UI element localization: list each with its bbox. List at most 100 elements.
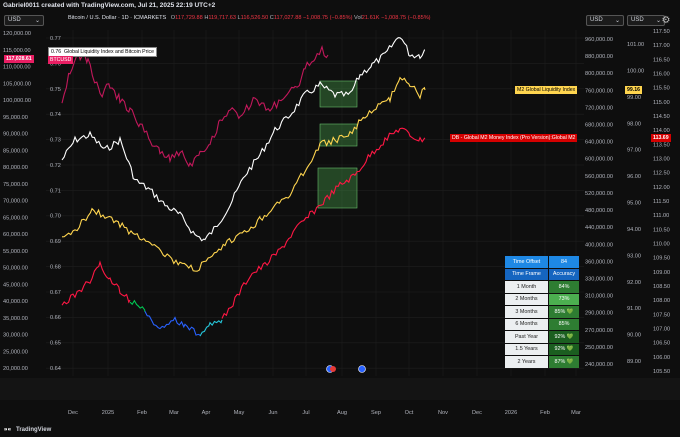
currency-label: USD — [8, 17, 21, 23]
ax-lb-tick: 116.00 — [653, 72, 670, 78]
currency-select-right[interactable]: USD ⌄ — [627, 15, 665, 26]
ax-lb-tick: 106.00 — [653, 355, 670, 361]
ax-la-tick: 92.00 — [627, 280, 641, 286]
currency-label: USD — [590, 17, 603, 23]
ax-lb-tick: 115.50 — [653, 86, 670, 92]
volume-value: 21.61K — [361, 15, 380, 21]
btc-shifted-line — [61, 45, 329, 168]
time-axis-band — [0, 378, 680, 400]
ax-la-tick: 89.00 — [627, 359, 641, 365]
time-offset-row: Time Offset 84 — [505, 256, 579, 268]
table-row: 2 Years 87% 💚 — [505, 356, 579, 368]
ax-lb-tick: 114.50 — [653, 114, 670, 120]
ax-btc-tick: 25,000.00 — [3, 349, 28, 355]
ax-la-tick: 90.00 — [627, 333, 641, 339]
table-body: 1 Month 84% 2 Months 73% 3 Months 85% 💚 6 Mont… — [505, 281, 579, 368]
chevron-down-icon: ⌄ — [655, 18, 661, 24]
ax-lb-tick: 112.00 — [653, 185, 670, 191]
ax-lb-tick: 113.50 — [653, 142, 670, 148]
chart-header-title: Gabriel0011 created with TradingView.com… — [3, 2, 216, 9]
ax-la-tick: 95.00 — [627, 201, 641, 207]
month-tick: Dec — [472, 410, 482, 416]
ax-btc-tick: 40,000.00 — [3, 299, 28, 305]
ax-m2-tick: 680,000.00 — [585, 123, 613, 129]
table-row: 1 Month 84% — [505, 281, 579, 293]
ax-btc-tick: 90,000.00 — [3, 132, 28, 138]
ax-la-tick: 97.00 — [627, 148, 641, 154]
ax-la-tick: 91.00 — [627, 306, 641, 312]
m2-liquidity-label: M2 Global Liquidity Index — [515, 86, 578, 94]
footer-bar: ⁍⁌ TradingView — [0, 425, 680, 437]
ax-btc-tick: 20,000.00 — [3, 366, 28, 372]
time-frame-cell: 1 Month — [505, 281, 548, 293]
symbol-legend: Bitcoin / U.S. Dollar · 1D · ICMARKETS O… — [68, 15, 431, 21]
btc-price-axis: 120,000.00 115,000.00 110,000.00 105,000.00… — [3, 31, 31, 372]
liquidity-axis-b: 117.50 117.00 116.50 116.00 115.50 115.00 114.… — [653, 29, 670, 375]
month-tick: Aug — [337, 410, 347, 416]
time-frame-cell: Past Year — [505, 331, 548, 343]
ax-m2-tick: 560,000.00 — [585, 174, 613, 180]
ax-btc-tick: 95,000.00 — [3, 115, 28, 121]
change-value: −1,008.75 (−0.85%) — [303, 15, 353, 21]
month-tick: Feb — [540, 410, 550, 416]
ax-lb-tick: 113.00 — [653, 157, 670, 163]
accuracy-cell: 87% 💚 — [549, 356, 579, 368]
db-global-m2-green-segment — [129, 299, 146, 313]
ax-idx-tick: 0.75 — [50, 87, 61, 93]
ax-lb-tick: 106.50 — [653, 341, 670, 347]
month-tick: Oct — [405, 410, 414, 416]
ax-btc-tick: 60,000.00 — [3, 232, 28, 238]
month-tick: Sep — [371, 410, 381, 416]
btc-symbol-tag: BTCUSD — [48, 56, 74, 64]
month-tick: Apr — [202, 410, 211, 416]
time-frame-cell: 2 Months — [505, 293, 548, 305]
accuracy-cell: 85% — [549, 318, 579, 330]
brand-name: TradingView — [16, 427, 52, 433]
ax-idx-tick: 0.77 — [50, 36, 61, 42]
time-axis: Dec 2025 Feb Mar Apr May Jun Jul Aug Sep Oct Nov Dec… — [68, 410, 581, 416]
ax-idx-tick: 0.71 — [50, 188, 61, 194]
volume-label: Vol — [354, 15, 362, 21]
ax-lb-tick: 109.00 — [653, 270, 670, 276]
ax-idx-tick: 0.68 — [50, 264, 61, 270]
db-global-m2-blue-segment — [144, 311, 201, 336]
indicator-value: 0.76 — [51, 49, 62, 55]
month-tick: Mar — [571, 410, 581, 416]
accuracy-cell: 92% 💚 — [549, 331, 579, 343]
month-tick: Jul — [302, 410, 309, 416]
ax-btc-tick: 50,000.00 — [3, 266, 28, 272]
ax-idx-tick: 0.72 — [50, 163, 61, 169]
ax-m2-tick: 520,000.00 — [585, 191, 613, 197]
chevron-down-icon: ⌄ — [614, 18, 620, 24]
ax-lb-tick: 107.00 — [653, 327, 670, 333]
table-row: 6 Months 85% — [505, 318, 579, 330]
ax-lb-tick: 115.00 — [653, 100, 670, 106]
time-frame-cell: 2 Years — [505, 356, 548, 368]
month-tick: Feb — [137, 410, 147, 416]
event-marker-2[interactable] — [330, 366, 336, 372]
ax-btc-tick: 35,000.00 — [3, 316, 28, 322]
ax-idx-tick: 0.67 — [50, 290, 61, 296]
ax-lb-tick: 111.50 — [653, 199, 669, 205]
db-global-m2-line — [61, 127, 426, 319]
ax-btc-tick: 45,000.00 — [3, 282, 28, 288]
ax-btc-tick: 115,000.00 — [3, 48, 31, 54]
db-index-value-tag: 113.69 — [651, 134, 671, 142]
time-frame-cell: 1.5 Years — [505, 343, 548, 355]
currency-select-left[interactable]: USD ⌄ — [4, 15, 44, 26]
ax-lb-tick: 108.50 — [653, 284, 670, 290]
ax-btc-tick: 105,000.00 — [3, 81, 31, 87]
ax-btc-tick: 75,000.00 — [3, 182, 28, 188]
event-marker-3[interactable] — [358, 365, 366, 373]
currency-select-middle[interactable]: USD ⌄ — [586, 15, 624, 26]
ax-btc-tick: 110,000.00 — [3, 65, 31, 71]
gear-icon[interactable]: ⚙ — [661, 15, 671, 26]
ax-m2-tick: 360,000.00 — [585, 259, 613, 265]
ax-m2-tick: 240,000.00 — [585, 362, 613, 368]
time-frame-cell: 6 Months — [505, 318, 548, 330]
db-index-label: DB - Global M2 Money Index (Pro Version)… — [450, 134, 578, 142]
table-row: 1.5 Years 92% 💚 — [505, 343, 579, 355]
ax-btc-tick: 65,000.00 — [3, 215, 28, 221]
ax-lb-tick: 117.00 — [653, 43, 670, 49]
